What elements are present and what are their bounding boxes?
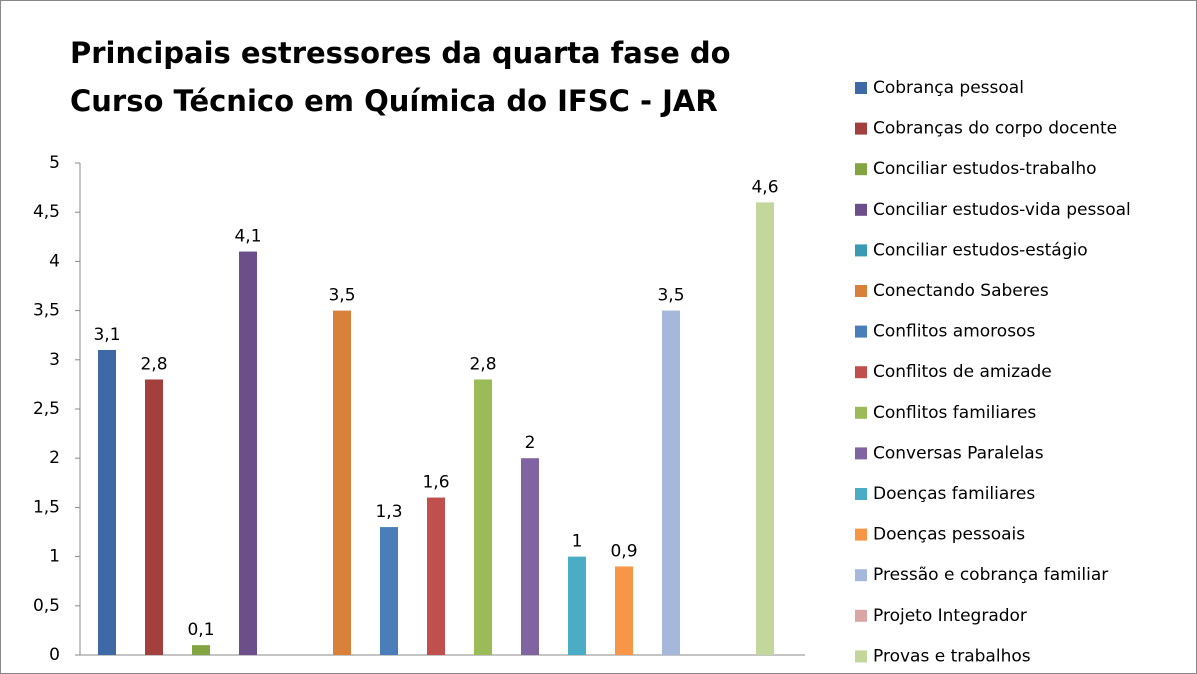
y-tick-label: 2,5 — [33, 399, 60, 419]
value-label: 4,1 — [234, 227, 261, 247]
y-tick-label: 4 — [49, 251, 60, 271]
legend-swatch — [855, 122, 867, 135]
legend-swatch — [855, 82, 867, 94]
legend-swatch — [855, 203, 867, 216]
value-label: 3,5 — [328, 286, 355, 306]
value-label: 1,3 — [375, 502, 402, 522]
bar — [756, 202, 774, 656]
legend-label: Doenças familiares — [873, 484, 1035, 504]
legend-label: Conciliar estudos-trabalho — [873, 159, 1097, 179]
value-label: 3,1 — [93, 325, 120, 345]
legend-label: Projeto Integrador — [873, 606, 1027, 626]
legend-label: Conflitos amorosos — [873, 322, 1035, 342]
y-tick-label: 2 — [49, 448, 60, 468]
chart-title: Curso Técnico em Química do IFSC - JAR — [70, 84, 718, 118]
legend-label: Cobranças do corpo docente — [873, 119, 1117, 139]
legend-swatch — [855, 609, 867, 622]
legend-label: Doenças pessoais — [873, 525, 1025, 545]
y-tick-label: 4,5 — [33, 202, 60, 222]
bar — [239, 251, 257, 655]
legend-label: Conversas Paralelas — [873, 443, 1044, 463]
legend-swatch — [855, 285, 867, 297]
bar — [474, 379, 492, 655]
legend-label: Conectando Saberes — [873, 281, 1049, 301]
y-tick-label: 3 — [49, 350, 60, 370]
legend-label: Conciliar estudos-vida pessoal — [873, 200, 1131, 220]
chart-title: Principais estressores da quarta fase do — [70, 36, 731, 70]
value-label: 0,9 — [610, 541, 637, 561]
legend-label: Conflitos de amizade — [873, 362, 1052, 382]
legend-swatch — [855, 366, 867, 379]
value-label: 4,6 — [751, 177, 778, 197]
bar — [192, 645, 210, 655]
bar — [662, 310, 680, 655]
legend-swatch — [855, 569, 867, 582]
legend-swatch — [855, 488, 867, 500]
legend-swatch — [855, 406, 867, 419]
value-label: 2,8 — [140, 354, 167, 374]
bar — [333, 310, 351, 655]
legend-swatch — [855, 163, 867, 176]
y-tick-label: 1,5 — [33, 497, 60, 517]
value-label: 2,8 — [469, 354, 496, 374]
y-tick-label: 1 — [49, 547, 60, 567]
bar — [615, 566, 633, 655]
bar — [145, 379, 163, 655]
bar — [427, 497, 445, 655]
legend-label: Pressão e cobrança familiar — [873, 565, 1108, 585]
bar — [521, 458, 539, 655]
bar — [380, 527, 398, 655]
bar — [568, 556, 586, 655]
legend-label: Cobrança pessoal — [873, 78, 1024, 98]
y-tick-label: 0 — [49, 645, 60, 665]
legend-swatch — [855, 325, 867, 338]
legend-label: Conciliar estudos-estágio — [873, 240, 1088, 260]
y-tick-label: 5 — [49, 153, 60, 173]
value-label: 3,5 — [657, 286, 684, 306]
legend-label: Conflitos familiares — [873, 403, 1036, 423]
legend-swatch — [855, 528, 867, 541]
y-tick-label: 3,5 — [33, 301, 60, 321]
value-label: 1 — [572, 532, 583, 552]
y-tick-label: 0,5 — [33, 596, 60, 616]
legend-label: Provas e trabalhos — [873, 646, 1031, 666]
value-label: 2 — [525, 433, 536, 453]
bar — [98, 349, 116, 655]
legend-swatch — [855, 447, 867, 460]
legend-swatch — [855, 244, 867, 257]
value-label: 0,1 — [187, 620, 214, 640]
value-label: 1,6 — [422, 473, 449, 493]
legend-swatch — [855, 650, 867, 663]
